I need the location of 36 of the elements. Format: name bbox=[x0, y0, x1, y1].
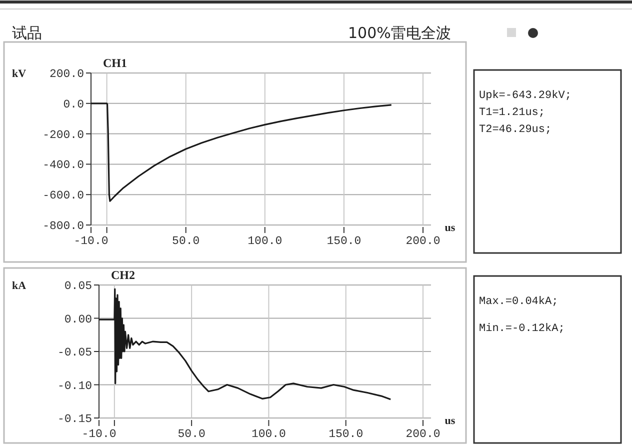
line-series bbox=[98, 288, 392, 400]
x-axis-title: us bbox=[444, 222, 456, 234]
x-axis-title: us bbox=[444, 415, 456, 427]
y-tick-label: -0.05 bbox=[57, 346, 92, 360]
text: 试品 bbox=[12, 24, 42, 42]
x-tick-label: 100.0 bbox=[251, 428, 286, 441]
x-tick-label: -10.0 bbox=[82, 428, 116, 441]
chart-title: CH1 bbox=[103, 56, 127, 70]
y-tick-label: -200.0 bbox=[42, 128, 84, 142]
x-tick-label: 100.0 bbox=[248, 235, 282, 248]
x-tick-label: 150.0 bbox=[326, 235, 362, 248]
text: 100%雷电全波 bbox=[348, 24, 451, 42]
y-axis-title: kA bbox=[12, 280, 26, 292]
x-tick-label: 50.0 bbox=[172, 235, 200, 248]
y-tick-label: 200.0 bbox=[49, 68, 84, 82]
text: T2=46.29us; bbox=[479, 124, 552, 136]
y-tick-label: -0.10 bbox=[57, 380, 92, 393]
y-tick-label: -800.0 bbox=[42, 220, 84, 234]
y-tick-label: 0.00 bbox=[64, 313, 92, 326]
x-tick-label: 200.0 bbox=[406, 428, 440, 441]
y-axis-title: kV bbox=[12, 68, 26, 80]
x-tick-label: -10.0 bbox=[74, 235, 108, 248]
y-tick-label: -400.0 bbox=[42, 159, 84, 172]
text: T1=1.21us; bbox=[479, 107, 546, 119]
y-tick-label: 0.05 bbox=[64, 280, 92, 294]
text: Min.=-0.12kA; bbox=[479, 323, 565, 335]
y-tick-label: 0.0 bbox=[63, 98, 84, 112]
y-tick-label: -600.0 bbox=[42, 190, 84, 203]
text: Upk=-643.29kV; bbox=[479, 90, 572, 102]
y-tick-label: -0.15 bbox=[57, 413, 92, 426]
x-tick-label: 200.0 bbox=[406, 235, 440, 248]
text: Max.=0.04kA; bbox=[479, 296, 558, 308]
x-tick-label: 50.0 bbox=[178, 428, 206, 441]
chart-title: CH2 bbox=[111, 268, 135, 282]
x-tick-label: 150.0 bbox=[328, 428, 364, 441]
line-series bbox=[90, 102, 392, 202]
